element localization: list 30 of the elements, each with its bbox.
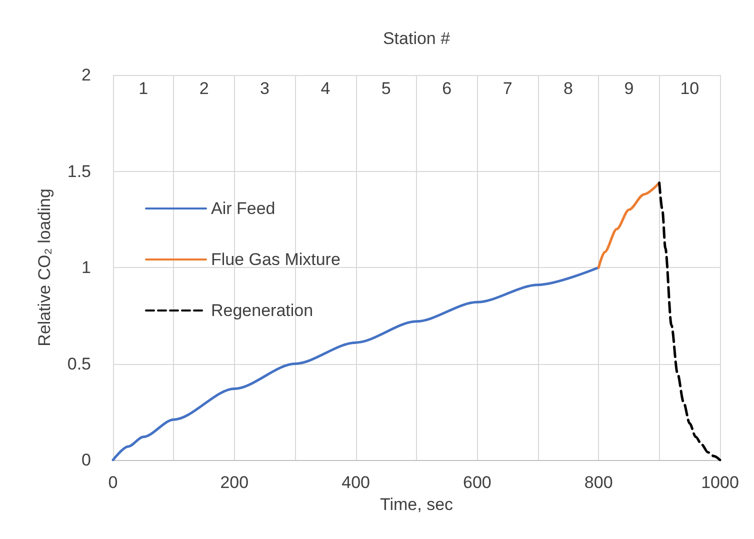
y-tick-label: 1.5 <box>67 162 91 181</box>
y-tick-label: 2 <box>82 66 91 84</box>
x2-tick-label: 6 <box>442 79 452 98</box>
x2-tick-label: 4 <box>320 79 330 98</box>
x-tick-label: 1000 <box>701 473 739 492</box>
x-tick-label: 600 <box>463 473 492 492</box>
legend-label: Air Feed <box>211 199 276 218</box>
line-series <box>658 182 722 462</box>
x2-tick-label: 9 <box>624 79 634 98</box>
x2-tick-label: 3 <box>260 79 270 98</box>
y-tick-label: 1 <box>82 258 91 277</box>
legend-label: Regeneration <box>211 301 314 320</box>
line-series <box>112 266 600 462</box>
y-tick-label: 0 <box>82 450 91 470</box>
x-tick-label: 0 <box>108 473 118 492</box>
line-series <box>597 182 661 269</box>
x2-tick-label: 2 <box>199 79 209 98</box>
y-tick-label: 0.5 <box>67 354 91 374</box>
x-tick-label: 400 <box>342 473 370 492</box>
x-axis-title: Time, sec <box>380 494 454 514</box>
x2-tick-label: 8 <box>564 79 573 98</box>
legend-label: Flue Gas Mixture <box>211 250 340 269</box>
x2-tick-label: 5 <box>381 79 391 98</box>
x2-tick-label: 1 <box>138 79 148 98</box>
x2-axis-title: Station # <box>382 29 451 48</box>
x2-tick-label: 7 <box>502 79 512 98</box>
x-tick-label: 800 <box>584 473 613 492</box>
x2-tick-label: 10 <box>680 79 700 98</box>
y-axis-title: Relative CO₂ loading <box>35 188 54 346</box>
x-tick-label: 200 <box>220 473 249 492</box>
